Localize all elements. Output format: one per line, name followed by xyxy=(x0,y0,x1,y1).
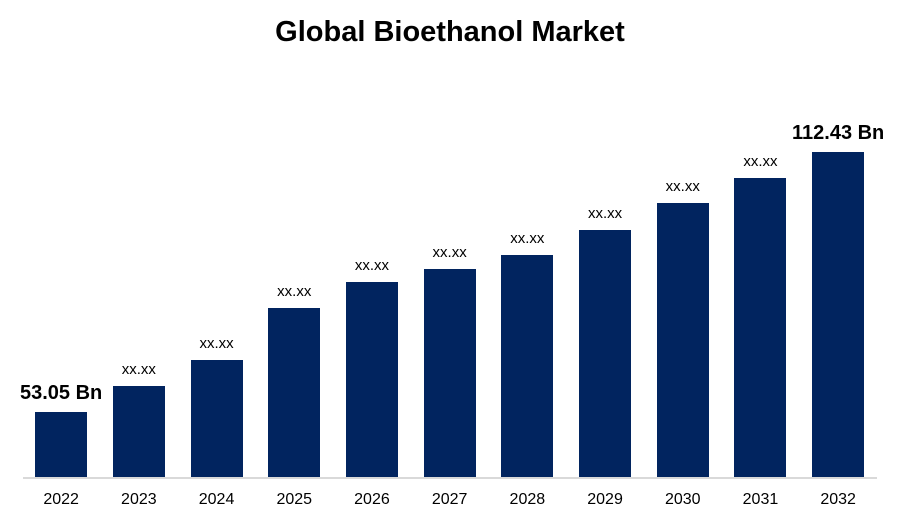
bar-value-label-2029: xx.xx xyxy=(587,205,623,222)
x-tick-label-2025: 2025 xyxy=(276,491,313,508)
bar-value-label-2022: 53.05 Bn xyxy=(20,382,103,404)
bar-2030 xyxy=(656,203,709,477)
bar-2023 xyxy=(112,386,165,477)
x-tick-label-2032: 2032 xyxy=(820,491,856,508)
bar-2032 xyxy=(812,152,865,477)
x-tick-label-2026: 2026 xyxy=(354,491,390,508)
bar-group-2032: 112.43 Bn 2032 xyxy=(792,0,884,525)
bar-group-2024: xx.xx 2024 xyxy=(178,0,256,525)
bar-2027 xyxy=(423,269,476,477)
x-axis-line xyxy=(23,477,877,479)
bar-value-label-2031: xx.xx xyxy=(743,153,778,170)
bar-value-label-2024: xx.xx xyxy=(199,335,234,352)
bar-group-2022: 53.05 Bn 2022 xyxy=(20,0,103,525)
bar-group-2026: xx.xx 2026 xyxy=(333,0,411,525)
x-tick-label-2031: 2031 xyxy=(742,491,779,508)
bar-group-2029: xx.xx 2029 xyxy=(566,0,644,525)
bar-value-label-2027: xx.xx xyxy=(432,244,467,261)
bar-group-2023: xx.xx 2023 xyxy=(100,0,178,525)
bar-2031 xyxy=(734,178,787,477)
chart-title: Global Bioethanol Market xyxy=(275,16,625,48)
bar-group-2030: xx.xx 2030 xyxy=(644,0,722,525)
bar-2024 xyxy=(190,360,243,477)
bar-value-label-2023: xx.xx xyxy=(121,361,156,378)
x-tick-label-2023: 2023 xyxy=(121,491,157,508)
x-tick-label-2030: 2030 xyxy=(664,491,701,508)
x-tick-label-2022: 2022 xyxy=(43,491,79,508)
bar-2022 xyxy=(35,412,88,477)
bar-group-2031: xx.xx 2031 xyxy=(721,0,799,525)
x-tick-label-2029: 2029 xyxy=(587,491,623,508)
bar-group-2025: xx.xx 2025 xyxy=(255,0,333,525)
x-tick-label-2028: 2028 xyxy=(509,491,546,508)
bar-2026 xyxy=(345,282,398,477)
bar-group-2028: xx.xx 2028 xyxy=(488,0,566,525)
bar-value-label-2028: xx.xx xyxy=(510,230,545,247)
x-tick-label-2024: 2024 xyxy=(198,491,235,508)
bar-value-label-2030: xx.xx xyxy=(665,178,700,195)
bar-2025 xyxy=(268,308,321,477)
bar-value-label-2026: xx.xx xyxy=(354,257,390,274)
bar-group-2027: xx.xx 2027 xyxy=(411,0,489,525)
bar-2028 xyxy=(501,255,554,477)
bar-2029 xyxy=(579,230,632,477)
x-tick-label-2027: 2027 xyxy=(431,491,468,508)
bar-value-label-2032: 112.43 Bn xyxy=(791,122,885,144)
bar-value-label-2025: xx.xx xyxy=(277,283,312,300)
